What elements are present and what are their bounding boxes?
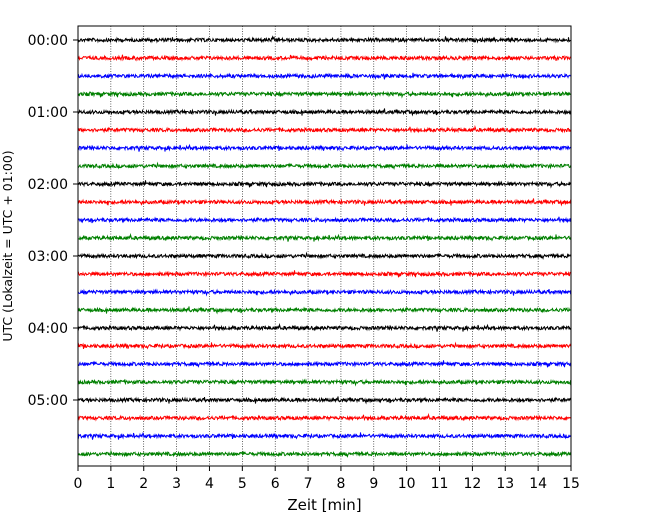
trace-line-11 xyxy=(77,232,572,242)
x-tick-label-3: 3 xyxy=(172,476,181,492)
trace-line-16 xyxy=(77,322,572,332)
y-axis-ticks: 00:00 01:00 02:00 03:00 04:00 05:00 xyxy=(28,33,78,409)
trace-line-22 xyxy=(77,431,572,440)
x-tick-label-15: 15 xyxy=(562,476,580,492)
trace-line-3 xyxy=(77,90,572,99)
x-tick-label-1: 1 xyxy=(106,476,115,492)
trace-line-5 xyxy=(77,124,572,134)
trace-line-17 xyxy=(77,341,572,350)
trace-line-0 xyxy=(77,35,572,44)
y-axis-label: UTC (Lokalzeit = UTC + 01:00) xyxy=(0,150,15,341)
y-tick-label-02:00: 02:00 xyxy=(28,177,68,193)
trace-line-2 xyxy=(77,72,572,81)
trace-line-4 xyxy=(77,108,572,117)
x-tick-label-7: 7 xyxy=(304,476,313,492)
trace-line-15 xyxy=(77,306,572,315)
trace-line-1 xyxy=(77,54,572,62)
x-axis-label: Zeit [min] xyxy=(287,496,361,514)
x-tick-label-4: 4 xyxy=(205,476,214,492)
x-tick-label-13: 13 xyxy=(496,476,514,492)
x-tick-label-5: 5 xyxy=(238,476,247,492)
x-tick-label-14: 14 xyxy=(529,476,547,492)
x-tick-label-11: 11 xyxy=(431,476,449,492)
trace-line-14 xyxy=(77,288,572,297)
plot-background xyxy=(78,26,571,466)
x-tick-label-2: 2 xyxy=(139,476,148,492)
trace-group xyxy=(77,35,572,458)
trace-line-18 xyxy=(77,360,572,368)
trace-line-23 xyxy=(77,449,572,458)
y-tick-label-00:00: 00:00 xyxy=(28,33,68,49)
y-tick-label-03:00: 03:00 xyxy=(28,249,68,265)
x-tick-label-10: 10 xyxy=(398,476,416,492)
trace-line-10 xyxy=(77,216,572,224)
y-tick-label-05:00: 05:00 xyxy=(28,393,68,409)
plot-frame xyxy=(77,25,572,467)
grid-lines xyxy=(110,26,539,466)
x-tick-label-9: 9 xyxy=(369,476,378,492)
trace-line-13 xyxy=(77,270,572,278)
trace-line-7 xyxy=(77,161,572,170)
y-tick-label-01:00: 01:00 xyxy=(28,105,68,121)
trace-line-6 xyxy=(77,143,572,152)
x-tick-label-0: 0 xyxy=(74,476,83,492)
trace-line-12 xyxy=(77,251,572,260)
x-axis-ticks: 0 1 2 3 4 5 6 7 8 9 10 11 12 13 14 15 xyxy=(74,466,580,492)
x-tick-label-6: 6 xyxy=(271,476,280,492)
x-tick-label-12: 12 xyxy=(463,476,481,492)
trace-line-20 xyxy=(77,396,572,405)
y-tick-label-04:00: 04:00 xyxy=(28,321,68,337)
trace-line-19 xyxy=(77,378,572,387)
trace-line-21 xyxy=(77,412,572,422)
trace-line-9 xyxy=(77,198,572,207)
trace-line-8 xyxy=(77,180,572,189)
x-tick-label-8: 8 xyxy=(336,476,345,492)
